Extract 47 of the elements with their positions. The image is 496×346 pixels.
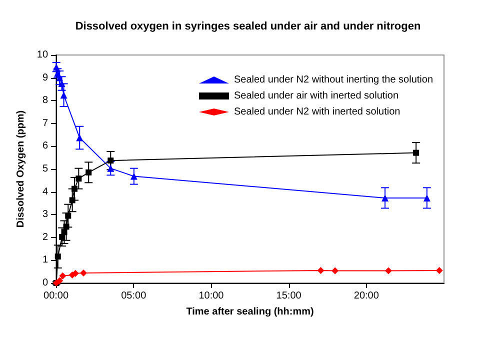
point (384, 267, 392, 274)
point (80, 269, 87, 276)
point (60, 92, 68, 99)
point (413, 150, 420, 156)
x-tick-label: 10:00 (198, 290, 224, 302)
point (69, 197, 76, 204)
x-tick-label: 15:00 (276, 290, 302, 302)
point (382, 194, 389, 202)
x-tick-label: 00:00 (44, 290, 69, 302)
point (59, 272, 66, 280)
point (107, 164, 114, 172)
y-tick-label: 6 (42, 140, 48, 152)
y-tick-label: 1 (42, 254, 48, 266)
y-tick-label: 4 (42, 186, 48, 198)
point (86, 169, 92, 176)
point (58, 80, 66, 87)
point (65, 212, 72, 219)
point (56, 277, 64, 284)
point (436, 266, 443, 274)
legend-label: Sealed under N2 without inerting the solution (234, 74, 434, 86)
x-tick-label: 05:00 (121, 290, 147, 302)
y-tick-label: 2 (42, 232, 48, 243)
point (76, 176, 82, 182)
x-tick-label: 20:00 (354, 290, 380, 302)
y-tick-label: 5 (42, 164, 48, 174)
x-axis-title: Time after sealing (hh:mm) (186, 306, 314, 318)
y-tick-label: 0 (42, 278, 48, 288)
point (61, 229, 68, 236)
point (76, 134, 84, 142)
point (423, 194, 430, 202)
y-tick-label: 8 (42, 95, 48, 106)
point (71, 186, 78, 192)
legend-label: Sealed under N2 with inerted solution (234, 106, 400, 118)
point (317, 266, 324, 274)
point (332, 267, 339, 274)
chart-title: Dissolved oxygen in syringes sealed under air and under nitrogen (75, 20, 421, 32)
point (63, 224, 70, 230)
legend-label: Sealed under air with inerted solution (234, 90, 399, 102)
y-tick-label: 3 (42, 209, 48, 220)
y-tick-label: 10 (36, 50, 48, 60)
y-axis-title: Dissolved Oxygen (ppm) (16, 110, 26, 228)
y-tick-label: 9 (42, 72, 48, 84)
y-tick-label: 7 (42, 118, 48, 129)
point (56, 74, 64, 82)
point (54, 254, 61, 260)
point (130, 172, 138, 180)
point (108, 158, 114, 164)
